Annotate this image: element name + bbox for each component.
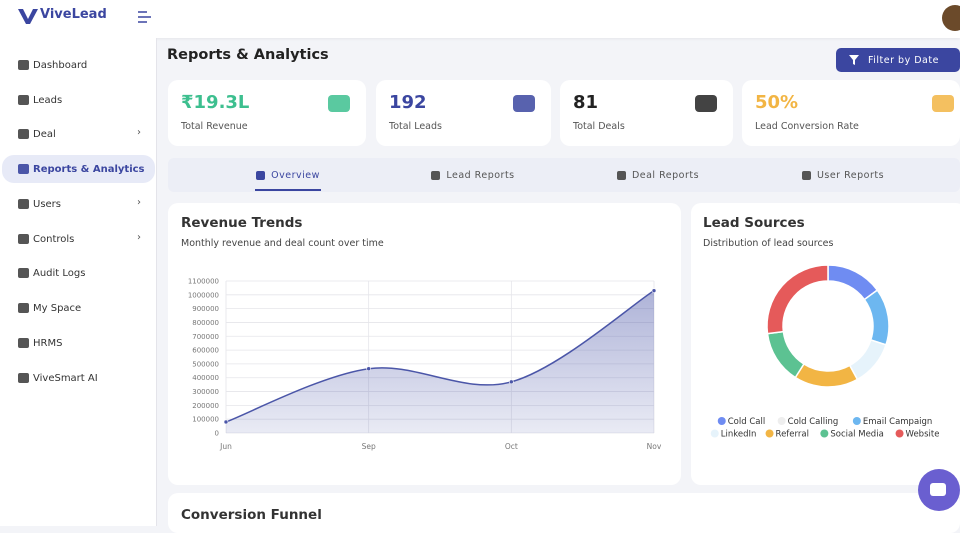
stat-label: Total Leads (389, 121, 442, 132)
tab-icon (616, 170, 626, 180)
nav-label: My Space (33, 302, 82, 314)
nav-item[interactable]: Controls › (2, 225, 155, 253)
nav-icon (18, 303, 29, 313)
bot-icon (930, 483, 946, 496)
brand: ViveLead (40, 7, 107, 22)
lead-sources-card: Lead Sources Distribution of lead source… (691, 203, 960, 485)
menu-toggle[interactable] (138, 11, 151, 23)
stat-card: 192 Total Leads (376, 80, 551, 146)
tab-icon (431, 170, 441, 180)
stat-card: 81 Total Deals (560, 80, 733, 146)
stat-card: 50% Lead Conversion Rate (742, 80, 960, 146)
tab-icon (801, 170, 811, 180)
nav-icon (18, 268, 29, 278)
tabs: Overview Lead Reports Deal Reports User Rep… (168, 158, 960, 192)
nav-item[interactable]: Reports & Analytics (2, 155, 155, 183)
nav-item[interactable]: Dashboard (2, 51, 155, 79)
nav-item[interactable]: ViveSmart AI (2, 364, 155, 392)
tab[interactable]: Lead Reports (413, 158, 533, 192)
chevron: › (137, 127, 141, 138)
stat-label: Total Revenue (181, 121, 248, 132)
tab-label: Overview (271, 169, 320, 181)
nav-icon (18, 234, 29, 244)
avatar[interactable] (942, 5, 960, 31)
sidebar: Dashboard Leads Deal › Reports & Analytics Us… (0, 38, 157, 526)
stat-icon (932, 95, 954, 112)
stat-value: 81 (573, 92, 599, 113)
card-subtitle: Monthly revenue and deal count over time (181, 238, 384, 249)
tab[interactable]: User Reports (783, 158, 903, 192)
nav-label: Leads (33, 94, 63, 106)
nav-icon (18, 338, 29, 348)
card-subtitle: Distribution of lead sources (703, 238, 834, 249)
tab-underline (255, 189, 321, 191)
tab[interactable]: Deal Reports (598, 158, 718, 192)
nav-icon (18, 373, 29, 383)
filter-button[interactable]: Filter by Date (836, 48, 960, 72)
nav-icon (18, 60, 29, 70)
page-title: Reports & Analytics (167, 47, 329, 63)
nav-icon (18, 199, 29, 209)
filter-icon (849, 55, 859, 65)
nav-item[interactable]: My Space (2, 294, 155, 322)
funnel-card: Conversion Funnel (168, 493, 960, 533)
card-title: Revenue Trends (181, 215, 303, 231)
tab-icon (256, 170, 266, 180)
nav-item[interactable]: Users › (2, 190, 155, 218)
stat-icon (695, 95, 717, 112)
nav-label: Controls (33, 233, 75, 245)
card-title: Conversion Funnel (181, 507, 322, 523)
stat-icon (328, 95, 350, 112)
nav-label: ViveSmart AI (33, 372, 98, 384)
nav-label: Audit Logs (33, 267, 86, 279)
stat-card: ₹19.3L Total Revenue (168, 80, 366, 146)
nav-item[interactable]: HRMS (2, 329, 155, 357)
nav-label: HRMS (33, 337, 63, 349)
stat-value: ₹19.3L (181, 92, 250, 113)
chevron: › (137, 232, 141, 243)
stat-label: Lead Conversion Rate (755, 121, 859, 132)
card-title: Lead Sources (703, 215, 805, 231)
stat-value: 50% (755, 92, 799, 113)
revenue-card: Revenue Trends Monthly revenue and deal … (168, 203, 681, 485)
tab-label: Deal Reports (631, 169, 700, 181)
stat-icon (513, 95, 535, 112)
chevron: › (137, 197, 141, 208)
filter-label: Filter by Date (868, 54, 939, 66)
nav-label: Deal (33, 128, 56, 140)
tab-label: Lead Reports (446, 169, 515, 181)
chatbot-button[interactable] (918, 469, 960, 511)
nav-icon (18, 164, 29, 174)
top-bar: ViveLead (0, 0, 960, 38)
nav-label: Users (33, 198, 62, 210)
nav-item[interactable]: Audit Logs (2, 259, 155, 287)
tab[interactable]: Overview (228, 158, 348, 192)
nav-icon (18, 129, 29, 139)
tab-label: User Reports (816, 169, 885, 181)
logo-icon (18, 9, 38, 24)
nav-item[interactable]: Leads (2, 86, 155, 114)
stat-value: 192 (389, 92, 427, 113)
nav-label: Dashboard (33, 59, 88, 71)
nav-label: Reports & Analytics (33, 163, 145, 175)
stat-label: Total Deals (573, 121, 625, 132)
nav-item[interactable]: Deal › (2, 120, 155, 148)
nav-icon (18, 95, 29, 105)
